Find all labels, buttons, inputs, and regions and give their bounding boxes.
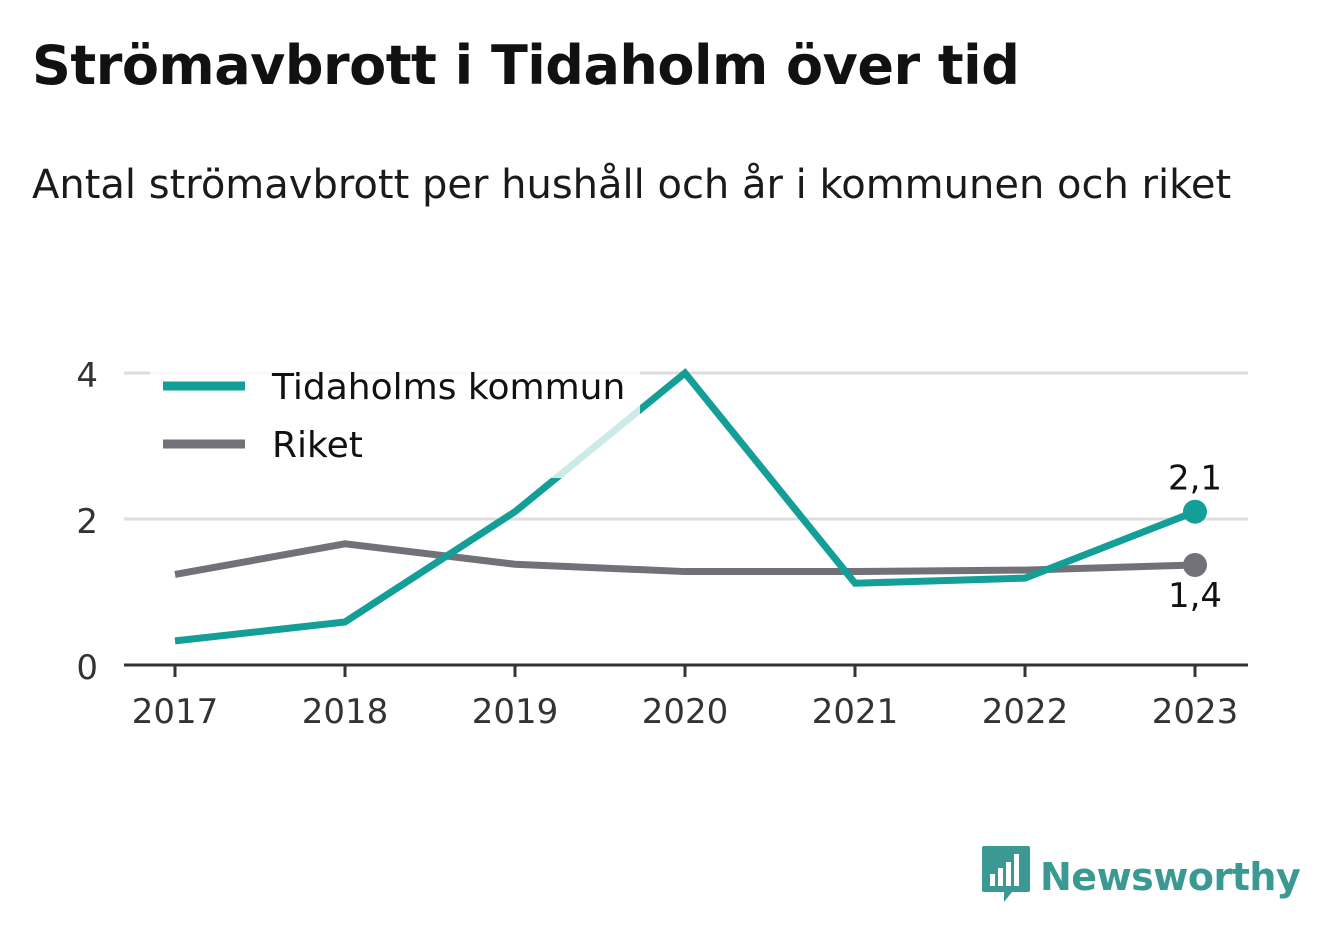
series-line-riket	[174, 540, 1196, 578]
y-tick-label: 0	[76, 648, 98, 688]
y-tick-label: 4	[76, 356, 98, 396]
x-tick-label: 2021	[812, 692, 899, 732]
x-tick-label: 2020	[642, 692, 729, 732]
data-point	[1183, 499, 1207, 524]
newsworthy-logo: Newsworthy	[982, 846, 1301, 908]
bar-chart-logo-icon	[982, 846, 1030, 902]
x-tick-label: 2022	[982, 692, 1069, 732]
brand-name: Newsworthy	[1040, 855, 1301, 899]
end-labels: 2,1 1,4	[1168, 459, 1222, 616]
legend-label: Tidaholms kommun	[271, 367, 625, 408]
x-tick-labels: 2017 2018 2019 2020 2021 2022 2023	[132, 665, 1239, 732]
series-line-kommun	[174, 368, 1197, 645]
legend-background	[150, 360, 640, 478]
series-lines	[174, 368, 1207, 645]
y-tick-label: 2	[76, 502, 98, 542]
data-point	[1183, 552, 1207, 577]
chart-subtitle: Antal strömavbrott per hushåll och år i …	[32, 162, 1232, 208]
end-label-kommun: 2,1	[1168, 459, 1222, 499]
legend: Tidaholms kommun Riket	[150, 360, 640, 478]
x-tick-label: 2019	[472, 692, 559, 732]
x-tick-label: 2017	[132, 692, 219, 732]
end-label-riket: 1,4	[1168, 576, 1222, 616]
x-tick-label: 2023	[1152, 692, 1239, 732]
chart-title: Strömavbrott i Tidaholm över tid	[32, 34, 1020, 97]
legend-label: Riket	[272, 425, 363, 466]
x-tick-label: 2018	[302, 692, 389, 732]
y-tick-labels: 0 2 4	[76, 356, 98, 688]
